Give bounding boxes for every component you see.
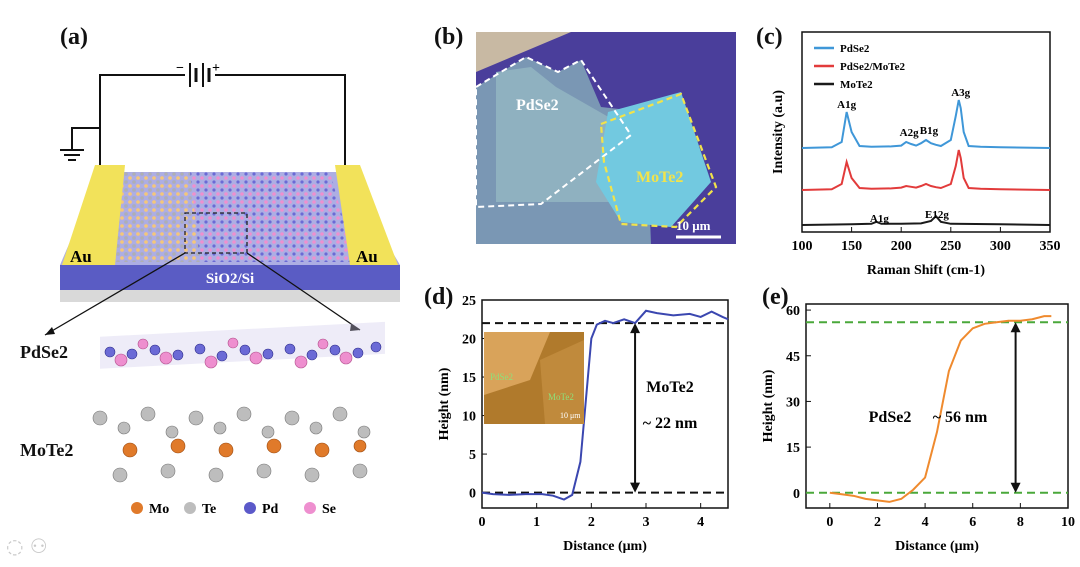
- svg-text:+: +: [212, 61, 220, 76]
- y-axis-label: Height (nm): [437, 367, 452, 440]
- y-tick-label: 0: [793, 487, 800, 502]
- peak-label: B1g: [920, 125, 939, 137]
- legend-label: PdSe2: [840, 43, 870, 55]
- pdse2-structure: [100, 321, 385, 369]
- x-tick-label: 4: [922, 515, 929, 530]
- x-tick-label: 200: [891, 239, 912, 254]
- annotation-height: ~ 22 nm: [643, 415, 698, 432]
- x-tick-label: 6: [969, 515, 976, 530]
- legend-label: MoTe2: [840, 79, 873, 91]
- arrow-head-up: [630, 323, 641, 334]
- panel-d-label: (d): [424, 284, 454, 310]
- watermark-logo: ◌ ⚇: [6, 534, 48, 558]
- inset-flake: [540, 340, 584, 424]
- peak-label: A3g: [951, 87, 970, 99]
- y-tick-label: 20: [462, 333, 476, 348]
- substrate-label: SiO2/Si: [206, 271, 254, 287]
- inset-label-mote2: MoTe2: [548, 392, 574, 402]
- flake-label-mote2: MoTe2: [636, 169, 683, 186]
- flake-label-pdse2: PdSe2: [516, 97, 559, 114]
- series-line-mote2: [801, 214, 1051, 226]
- optical-micrograph: PdSe2 MoTe2 10 μm: [476, 32, 736, 244]
- annotation-material: PdSe2: [869, 409, 912, 426]
- panel-e-label: (e): [762, 284, 789, 310]
- panel-e: (e) 0 2 4 6 8 10 0 15 30 45 60 Distance (μm) Height …: [750, 280, 1080, 567]
- x-tick-label: 0: [479, 515, 486, 530]
- y-tick-label: 25: [462, 294, 476, 309]
- y-axis-label: Intensity (a.u): [771, 90, 786, 174]
- x-tick-label: 1: [533, 515, 540, 530]
- x-tick-label: 2: [874, 515, 881, 530]
- x-tick-label: 150: [841, 239, 862, 254]
- x-tick-label: 2: [588, 515, 595, 530]
- electrode-left-label: Au: [70, 247, 92, 266]
- x-tick-label: 100: [792, 239, 813, 254]
- height-profile-line: [829, 315, 1052, 503]
- panel-b-label: (b): [434, 24, 464, 50]
- scale-bar-label: 10 μm: [676, 218, 711, 233]
- panel-d: (d) 0 1 2 3 4 0 5 10 15 20 25 Distance (μm) Height (…: [420, 280, 750, 567]
- legend-se: Se: [322, 502, 336, 517]
- x-tick-label: 8: [1017, 515, 1024, 530]
- annotation-material: MoTe2: [646, 379, 693, 396]
- annotation-height: ~ 56 nm: [933, 409, 988, 426]
- mote2-structure: [92, 406, 371, 483]
- panel-a: (a) − + SiO2/Si: [0, 0, 410, 530]
- peak-label: A1g: [837, 99, 856, 111]
- x-tick-label: 0: [826, 515, 833, 530]
- y-tick-label: 60: [786, 304, 800, 319]
- arrow-head-up: [1010, 322, 1021, 333]
- x-axis-label: Distance (μm): [895, 539, 979, 554]
- x-axis-label: Raman Shift (cm-1): [867, 263, 986, 278]
- raman-chart: 100 150 200 250 300 350 Raman Shift (cm-1) Inte…: [771, 31, 1061, 278]
- y-tick-label: 0: [469, 487, 476, 502]
- legend-te: Te: [202, 502, 216, 517]
- y-tick-label: 30: [786, 395, 800, 410]
- legend-mo: Mo: [149, 502, 169, 517]
- x-tick-label: 350: [1040, 239, 1061, 254]
- x-tick-label: 3: [643, 515, 650, 530]
- inset-flake: [484, 332, 550, 395]
- panel-c: (c) 100 150 200 250 300 350 Raman Shift (cm-1)…: [750, 0, 1080, 290]
- panel-b: (b) PdSe2 MoTe2 10 μm: [420, 0, 740, 260]
- legend-label: PdSe2/MoTe2: [840, 61, 905, 73]
- panel-a-label: (a): [60, 24, 88, 50]
- legend-pd: Pd: [262, 502, 279, 517]
- electrode-right-label: Au: [356, 247, 378, 266]
- y-tick-label: 10: [462, 410, 476, 425]
- layer-label-pdse2: PdSe2: [20, 342, 69, 362]
- x-tick-label: 250: [940, 239, 961, 254]
- plot-frame: [805, 303, 1069, 509]
- height-profile-line: [481, 309, 729, 501]
- panel-c-label: (c): [756, 24, 783, 50]
- plot-frame: [481, 299, 729, 509]
- y-tick-label: 45: [786, 350, 800, 365]
- x-tick-label: 300: [990, 239, 1011, 254]
- layer-label-mote2: MoTe2: [20, 440, 74, 460]
- svg-text:−: −: [176, 61, 184, 76]
- afm-height-chart-pdse2: 0 2 4 6 8 10 0 15 30 45 60 Distance (μm) Height (nm)…: [761, 303, 1075, 554]
- x-tick-label: 10: [1061, 515, 1075, 530]
- y-axis-label: Height (nm): [761, 369, 776, 442]
- inset-scale-bar: 10 μm: [560, 411, 581, 420]
- afm-height-chart-mote2: 0 1 2 3 4 0 5 10 15 20 25 Distance (μm) Height (nm) M…: [437, 294, 729, 554]
- peak-label: A2g: [900, 127, 919, 139]
- series-line-pdse2-mote2: [801, 149, 1051, 191]
- plot-frame: [801, 31, 1051, 233]
- x-axis-label: Distance (μm): [563, 539, 647, 554]
- inset-label-pdse2: PdSe2: [490, 372, 513, 382]
- y-tick-label: 15: [462, 371, 476, 386]
- device-schematic: − + SiO2/Si Au Au: [44, 61, 400, 517]
- arrow-head-down: [630, 482, 641, 493]
- peak-label: A1g: [870, 213, 889, 225]
- y-tick-label: 5: [469, 448, 476, 463]
- series-line-pdse2: [801, 99, 1051, 149]
- arrow-head-down: [1010, 482, 1021, 493]
- y-tick-label: 15: [786, 441, 800, 456]
- peak-label: E12g: [925, 209, 949, 221]
- x-tick-label: 4: [697, 515, 704, 530]
